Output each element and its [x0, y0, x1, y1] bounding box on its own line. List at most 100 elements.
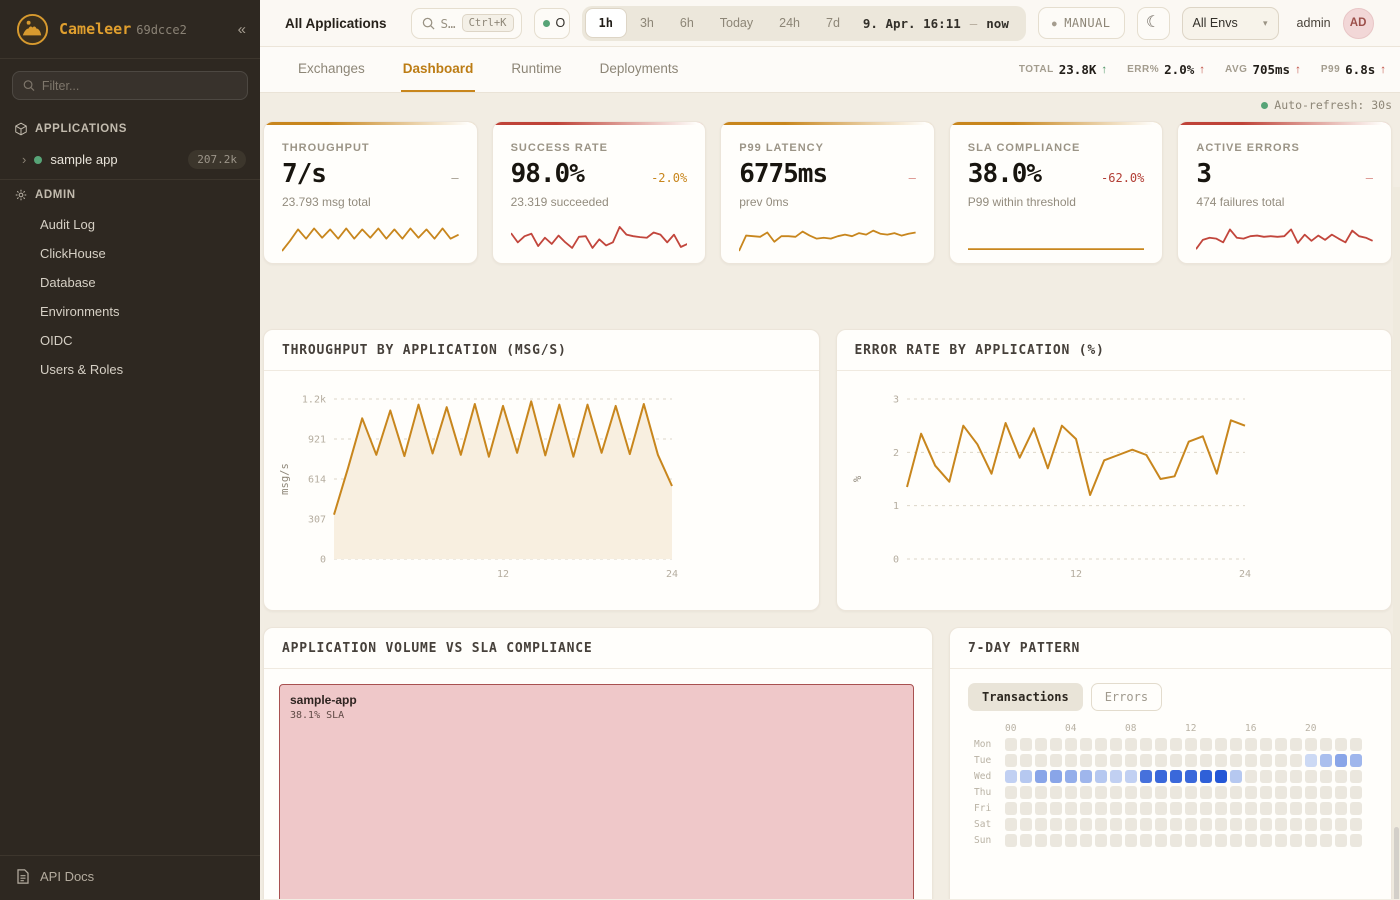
heatmap-cell[interactable]	[1080, 770, 1092, 783]
heatmap-cell[interactable]	[1305, 770, 1317, 783]
heatmap-cell[interactable]	[1305, 834, 1317, 847]
heatmap-cell[interactable]	[1170, 770, 1182, 783]
heatmap-cell[interactable]	[1095, 786, 1107, 799]
heatmap-cell[interactable]	[1335, 754, 1347, 767]
heatmap-cell[interactable]	[1065, 818, 1077, 831]
heatmap-cell[interactable]	[1320, 786, 1332, 799]
sidebar-item-environments[interactable]: Environments	[40, 304, 120, 319]
heatmap-cell[interactable]	[1170, 802, 1182, 815]
dark-mode-toggle[interactable]: ☾	[1136, 6, 1170, 40]
sidebar-item-sample-app[interactable]: › sample app 207.2k	[0, 142, 260, 179]
sidebar-collapse-button[interactable]: «	[237, 21, 246, 38]
range-button-1h[interactable]: 1h	[584, 8, 627, 38]
heatmap-cell[interactable]	[1290, 802, 1302, 815]
heatmap-cell[interactable]	[1170, 834, 1182, 847]
date-range[interactable]: 9. Apr. 16:11 – now	[853, 16, 1023, 31]
heatmap-cell[interactable]	[1005, 754, 1017, 767]
heatmap-cell[interactable]	[1215, 770, 1227, 783]
heatmap-cell[interactable]	[1080, 754, 1092, 767]
heatmap-cell[interactable]	[1155, 754, 1167, 767]
heatmap-cell[interactable]	[1245, 834, 1257, 847]
heatmap-cell[interactable]	[1245, 818, 1257, 831]
heatmap-cell[interactable]	[1095, 802, 1107, 815]
heatmap-cell[interactable]	[1005, 818, 1017, 831]
tab-runtime[interactable]: Runtime	[511, 61, 562, 76]
heatmap-cell[interactable]	[1110, 786, 1122, 799]
heatmap-cell[interactable]	[1050, 770, 1062, 783]
heatmap-cell[interactable]	[1230, 738, 1242, 751]
heatmap-cell[interactable]	[1095, 834, 1107, 847]
heatmap-cell[interactable]	[1140, 754, 1152, 767]
filter-input-wrap[interactable]	[12, 71, 248, 100]
heatmap-cell[interactable]	[1275, 818, 1287, 831]
heatmap-cell[interactable]	[1020, 770, 1032, 783]
heatmap-cell[interactable]	[1245, 786, 1257, 799]
heatmap-cell[interactable]	[1035, 802, 1047, 815]
heatmap-cell[interactable]	[1125, 834, 1137, 847]
heatmap-cell[interactable]	[1335, 770, 1347, 783]
heatmap-cell[interactable]	[1275, 834, 1287, 847]
sidebar-item-users-roles[interactable]: Users & Roles	[40, 362, 124, 377]
heatmap-cell[interactable]	[1290, 834, 1302, 847]
heatmap-cell[interactable]	[1290, 818, 1302, 831]
heatmap-cell[interactable]	[1005, 786, 1017, 799]
heatmap-cell[interactable]	[1350, 834, 1362, 847]
heatmap-cell[interactable]	[1230, 818, 1242, 831]
range-button-today[interactable]: Today	[707, 8, 766, 38]
chevron-right-icon[interactable]: ›	[22, 152, 27, 167]
heatmap-cell[interactable]	[1065, 786, 1077, 799]
heatmap-cell[interactable]	[1260, 834, 1272, 847]
heatmap-cell[interactable]	[1290, 786, 1302, 799]
heatmap-cell[interactable]	[1005, 802, 1017, 815]
heatmap-cell[interactable]	[1230, 834, 1242, 847]
heatmap-cell[interactable]	[1320, 802, 1332, 815]
heatmap-cell[interactable]	[1050, 834, 1062, 847]
toggle-transactions[interactable]: Transactions	[968, 683, 1083, 711]
heatmap-cell[interactable]	[1125, 786, 1137, 799]
env-select[interactable]: All Envs ▾	[1181, 6, 1279, 40]
heatmap-cell[interactable]	[1155, 818, 1167, 831]
heatmap-cell[interactable]	[1155, 834, 1167, 847]
tab-dashboard[interactable]: Dashboard	[400, 47, 476, 92]
filter-input[interactable]	[41, 78, 237, 93]
heatmap-cell[interactable]	[1245, 738, 1257, 751]
heatmap-cell[interactable]	[1215, 738, 1227, 751]
scrollbar-thumb[interactable]	[1394, 827, 1399, 899]
heatmap-cell[interactable]	[1125, 818, 1137, 831]
heatmap-cell[interactable]	[1020, 834, 1032, 847]
heatmap-cell[interactable]	[1335, 818, 1347, 831]
heatmap-cell[interactable]	[1140, 834, 1152, 847]
manual-refresh-button[interactable]: ● MANUAL	[1037, 7, 1125, 39]
heatmap-cell[interactable]	[1125, 770, 1137, 783]
heatmap-cell[interactable]	[1140, 770, 1152, 783]
heatmap-cell[interactable]	[1110, 770, 1122, 783]
heatmap-cell[interactable]	[1080, 738, 1092, 751]
heatmap-cell[interactable]	[1065, 770, 1077, 783]
heatmap-cell[interactable]	[1185, 754, 1197, 767]
heatmap-cell[interactable]	[1200, 802, 1212, 815]
heatmap-cell[interactable]	[1140, 818, 1152, 831]
sidebar-item-api-docs[interactable]: API Docs	[0, 856, 260, 900]
heatmap-cell[interactable]	[1185, 834, 1197, 847]
heatmap-cell[interactable]	[1350, 738, 1362, 751]
heatmap-cell[interactable]	[1260, 818, 1272, 831]
toggle-errors[interactable]: Errors	[1090, 683, 1163, 711]
heatmap-cell[interactable]	[1320, 754, 1332, 767]
heatmap-cell[interactable]	[1305, 738, 1317, 751]
heatmap-cell[interactable]	[1005, 738, 1017, 751]
heatmap-cell[interactable]	[1320, 834, 1332, 847]
heatmap-cell[interactable]	[1215, 802, 1227, 815]
heatmap-cell[interactable]	[1260, 802, 1272, 815]
heatmap-cell[interactable]	[1275, 786, 1287, 799]
heatmap-cell[interactable]	[1350, 818, 1362, 831]
heatmap-cell[interactable]	[1005, 770, 1017, 783]
seven-day-heatmap[interactable]: 00 04 08 12 16 20 Mon Tue Wed Thu Fri Sat Sun	[968, 723, 1373, 847]
scrollbar-track[interactable]	[1393, 187, 1400, 899]
heatmap-cell[interactable]	[1140, 738, 1152, 751]
heatmap-cell[interactable]	[1215, 754, 1227, 767]
heatmap-cell[interactable]	[1200, 738, 1212, 751]
heatmap-cell[interactable]	[1140, 786, 1152, 799]
heatmap-cell[interactable]	[1095, 818, 1107, 831]
heatmap-cell[interactable]	[1020, 802, 1032, 815]
heatmap-cell[interactable]	[1050, 818, 1062, 831]
